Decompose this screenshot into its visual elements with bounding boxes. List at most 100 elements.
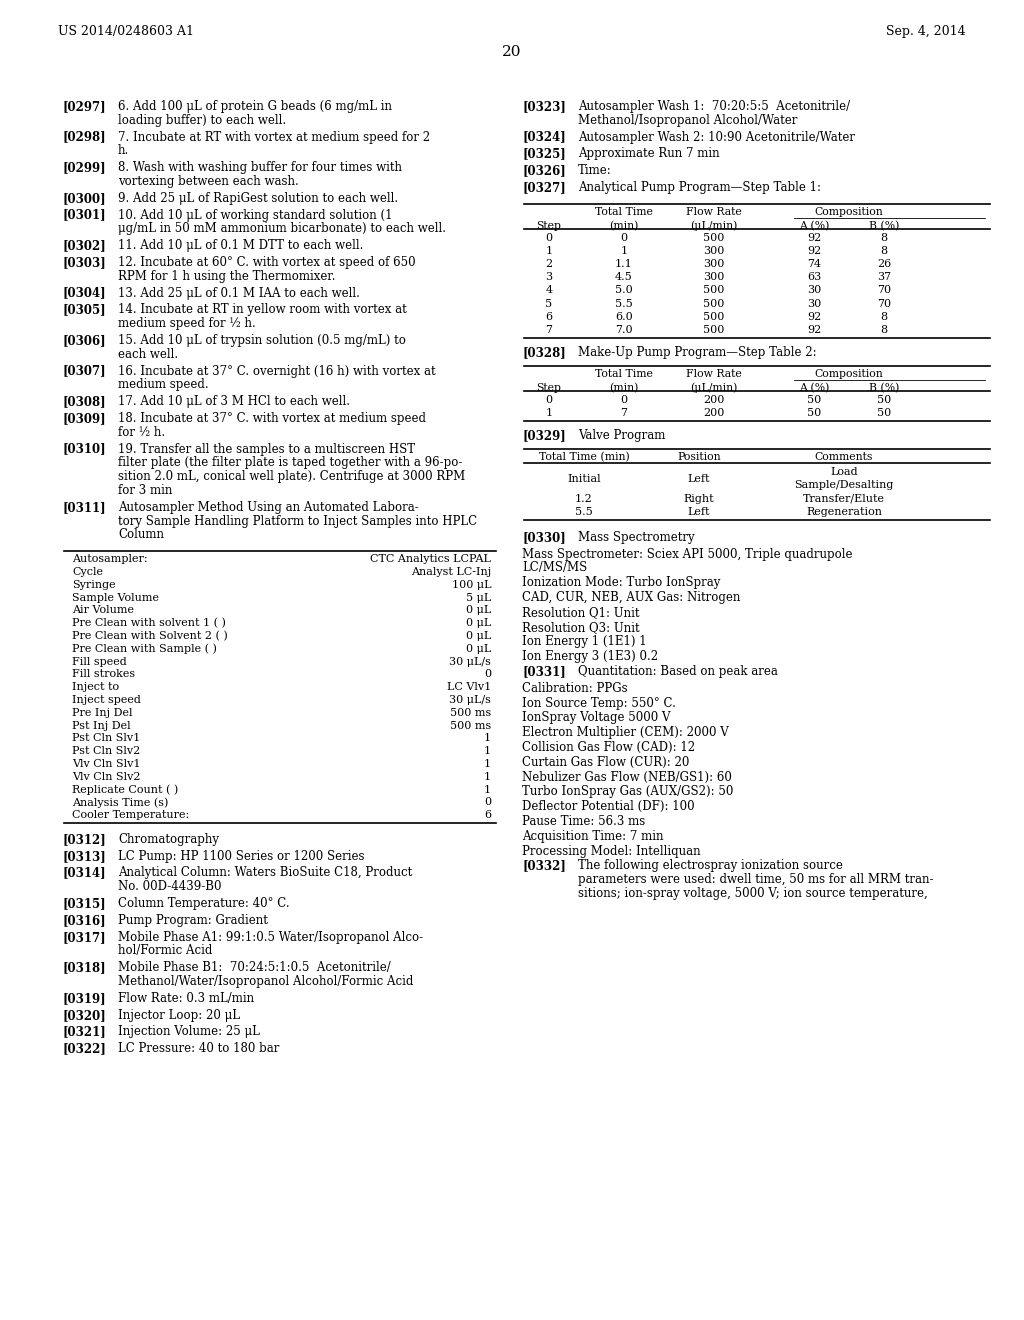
Text: CAD, CUR, NEB, AUX Gas: Nitrogen: CAD, CUR, NEB, AUX Gas: Nitrogen — [522, 591, 740, 605]
Text: [0323]: [0323] — [522, 100, 566, 114]
Text: Inject speed: Inject speed — [72, 696, 141, 705]
Text: [0329]: [0329] — [522, 429, 565, 442]
Text: Valve Program: Valve Program — [578, 429, 666, 442]
Text: Pst Inj Del: Pst Inj Del — [72, 721, 131, 730]
Text: Autosampler Wash 2: 10:90 Acetonitrile/Water: Autosampler Wash 2: 10:90 Acetonitrile/W… — [578, 131, 855, 144]
Text: 5.0: 5.0 — [615, 285, 633, 296]
Text: Turbo IonSpray Gas (AUX/GS2): 50: Turbo IonSpray Gas (AUX/GS2): 50 — [522, 785, 733, 799]
Text: 2: 2 — [546, 259, 553, 269]
Text: 0: 0 — [484, 669, 490, 680]
Text: [0304]: [0304] — [62, 286, 105, 300]
Text: Cooler Temperature:: Cooler Temperature: — [72, 810, 189, 820]
Text: 300: 300 — [703, 272, 725, 282]
Text: [0311]: [0311] — [62, 500, 105, 513]
Text: 5.5: 5.5 — [615, 298, 633, 309]
Text: Deflector Potential (DF): 100: Deflector Potential (DF): 100 — [522, 800, 694, 813]
Text: Resolution Q1: Unit: Resolution Q1: Unit — [522, 606, 640, 619]
Text: [0301]: [0301] — [62, 209, 105, 222]
Text: 500: 500 — [703, 234, 725, 243]
Text: Left: Left — [688, 474, 711, 484]
Text: 30 μL/s: 30 μL/s — [450, 696, 490, 705]
Text: [0331]: [0331] — [522, 665, 565, 678]
Text: RPM for 1 h using the Thermomixer.: RPM for 1 h using the Thermomixer. — [118, 269, 336, 282]
Text: 4: 4 — [546, 285, 553, 296]
Text: Autosampler Method Using an Automated Labora-: Autosampler Method Using an Automated La… — [118, 500, 419, 513]
Text: 1: 1 — [484, 759, 490, 770]
Text: [0298]: [0298] — [62, 131, 105, 144]
Text: (min): (min) — [609, 383, 639, 393]
Text: Sample/Desalting: Sample/Desalting — [795, 479, 894, 490]
Text: 63: 63 — [807, 272, 821, 282]
Text: sition 2.0 mL, conical well plate). Centrifuge at 3000 RPM: sition 2.0 mL, conical well plate). Cent… — [118, 470, 465, 483]
Text: Ion Source Temp: 550° C.: Ion Source Temp: 550° C. — [522, 697, 676, 710]
Text: Syringe: Syringe — [72, 579, 116, 590]
Text: 74: 74 — [807, 259, 821, 269]
Text: μg/mL in 50 mM ammonium bicarbonate) to each well.: μg/mL in 50 mM ammonium bicarbonate) to … — [118, 222, 446, 235]
Text: Autosampler Wash 1:  70:20:5:5  Acetonitrile/: Autosampler Wash 1: 70:20:5:5 Acetonitri… — [578, 100, 850, 114]
Text: Mass Spectrometer: Sciex API 5000, Triple quadrupole: Mass Spectrometer: Sciex API 5000, Tripl… — [522, 548, 853, 561]
Text: Pause Time: 56.3 ms: Pause Time: 56.3 ms — [522, 814, 645, 828]
Text: 1: 1 — [484, 772, 490, 781]
Text: 92: 92 — [807, 246, 821, 256]
Text: 0 μL: 0 μL — [466, 618, 490, 628]
Text: Initial: Initial — [567, 474, 601, 484]
Text: 92: 92 — [807, 325, 821, 335]
Text: [0332]: [0332] — [522, 859, 566, 873]
Text: Transfer/Elute: Transfer/Elute — [803, 494, 885, 504]
Text: [0306]: [0306] — [62, 334, 105, 347]
Text: 1.2: 1.2 — [575, 494, 593, 504]
Text: Mass Spectrometry: Mass Spectrometry — [578, 531, 694, 544]
Text: Sample Volume: Sample Volume — [72, 593, 159, 603]
Text: [0318]: [0318] — [62, 961, 105, 974]
Text: sitions; ion-spray voltage, 5000 V; ion source temperature,: sitions; ion-spray voltage, 5000 V; ion … — [578, 887, 928, 900]
Text: [0313]: [0313] — [62, 850, 105, 863]
Text: 500 ms: 500 ms — [450, 708, 490, 718]
Text: 30: 30 — [807, 298, 821, 309]
Text: A (%): A (%) — [799, 220, 829, 231]
Text: 5: 5 — [546, 298, 553, 309]
Text: 8: 8 — [881, 325, 888, 335]
Text: Methanol/Water/Isopropanol Alcohol/Formic Acid: Methanol/Water/Isopropanol Alcohol/Formi… — [118, 975, 414, 989]
Text: 26: 26 — [877, 259, 891, 269]
Text: 1: 1 — [484, 784, 490, 795]
Text: Total Time: Total Time — [595, 207, 653, 216]
Text: [0308]: [0308] — [62, 395, 105, 408]
Text: 11. Add 10 μL of 0.1 M DTT to each well.: 11. Add 10 μL of 0.1 M DTT to each well. — [118, 239, 364, 252]
Text: 1: 1 — [546, 408, 553, 418]
Text: 6. Add 100 μL of protein G beads (6 mg/mL in: 6. Add 100 μL of protein G beads (6 mg/m… — [118, 100, 392, 114]
Text: Nebulizer Gas Flow (NEB/GS1): 60: Nebulizer Gas Flow (NEB/GS1): 60 — [522, 771, 732, 784]
Text: 13. Add 25 μL of 0.1 M IAA to each well.: 13. Add 25 μL of 0.1 M IAA to each well. — [118, 286, 359, 300]
Text: Analysis Time (s): Analysis Time (s) — [72, 797, 168, 808]
Text: Ionization Mode: Turbo IonSpray: Ionization Mode: Turbo IonSpray — [522, 577, 720, 589]
Text: Pst Cln Slv2: Pst Cln Slv2 — [72, 746, 140, 756]
Text: US 2014/0248603 A1: US 2014/0248603 A1 — [58, 25, 194, 38]
Text: Make-Up Pump Program—Step Table 2:: Make-Up Pump Program—Step Table 2: — [578, 346, 816, 359]
Text: 500: 500 — [703, 325, 725, 335]
Text: 0: 0 — [621, 395, 628, 405]
Text: A (%): A (%) — [799, 383, 829, 393]
Text: 7. Incubate at RT with vortex at medium speed for 2: 7. Incubate at RT with vortex at medium … — [118, 131, 430, 144]
Text: [0328]: [0328] — [522, 346, 565, 359]
Text: Fill strokes: Fill strokes — [72, 669, 135, 680]
Text: medium speed for ½ h.: medium speed for ½ h. — [118, 317, 256, 330]
Text: [0299]: [0299] — [62, 161, 105, 174]
Text: Flow Rate: Flow Rate — [686, 368, 741, 379]
Text: [0316]: [0316] — [62, 913, 105, 927]
Text: Autosampler:: Autosampler: — [72, 554, 147, 564]
Text: Analytical Pump Program—Step Table 1:: Analytical Pump Program—Step Table 1: — [578, 181, 821, 194]
Text: medium speed.: medium speed. — [118, 379, 209, 392]
Text: LC Pressure: 40 to 180 bar: LC Pressure: 40 to 180 bar — [118, 1043, 280, 1055]
Text: for 3 min: for 3 min — [118, 484, 172, 498]
Text: Ion Energy 3 (1E3) 0.2: Ion Energy 3 (1E3) 0.2 — [522, 651, 658, 663]
Text: 50: 50 — [877, 408, 891, 418]
Text: Injector Loop: 20 μL: Injector Loop: 20 μL — [118, 1008, 240, 1022]
Text: B (%): B (%) — [868, 220, 899, 231]
Text: loading buffer) to each well.: loading buffer) to each well. — [118, 114, 286, 127]
Text: [0324]: [0324] — [522, 131, 565, 144]
Text: 500 ms: 500 ms — [450, 721, 490, 730]
Text: 3: 3 — [546, 272, 553, 282]
Text: LC Vlv1: LC Vlv1 — [446, 682, 490, 692]
Text: IonSpray Voltage 5000 V: IonSpray Voltage 5000 V — [522, 711, 671, 725]
Text: Fill speed: Fill speed — [72, 656, 127, 667]
Text: 100 μL: 100 μL — [452, 579, 490, 590]
